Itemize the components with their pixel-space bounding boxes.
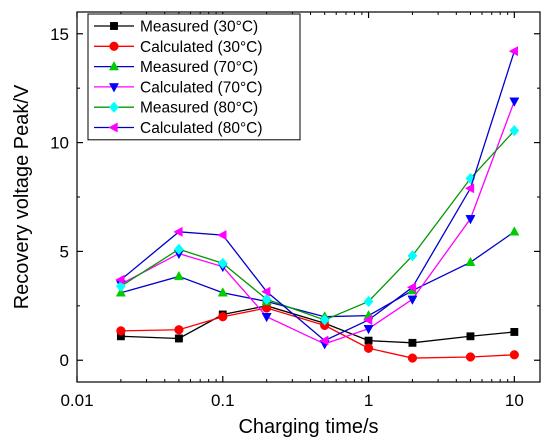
series-1 [116, 301, 519, 347]
data-point [363, 324, 374, 335]
series-6 [115, 46, 519, 346]
data-point [174, 334, 183, 343]
legend-marker [110, 22, 118, 30]
x-axis-title: Charging time/s [238, 416, 378, 438]
legend-item: Calculated (80°C) [94, 120, 263, 137]
data-point [173, 226, 183, 237]
y-tick-label: 15 [50, 25, 69, 44]
data-point [173, 243, 184, 255]
data-point [218, 312, 228, 322]
legend-label: Measured (70°C) [140, 59, 258, 76]
legend-marker [108, 122, 118, 133]
data-point [115, 280, 126, 292]
data-point [509, 350, 519, 360]
data-point [464, 183, 475, 194]
data-point [217, 257, 228, 270]
data-point [465, 352, 476, 362]
series-5 [115, 124, 520, 326]
series-3 [115, 226, 520, 321]
legend-item: Measured (80°C) [94, 100, 258, 117]
data-point [465, 256, 476, 266]
data-point [407, 353, 418, 363]
data-point [406, 282, 417, 293]
legend-marker [109, 41, 119, 51]
legend-item: Calculated (70°C) [94, 79, 263, 96]
data-point [509, 124, 520, 137]
legend-label: Calculated (80°C) [140, 120, 263, 137]
series-2 [116, 303, 519, 363]
y-axis-title: Recovery voltage Peak/V [11, 84, 33, 309]
y-tick-label: 10 [50, 134, 69, 153]
data-point [261, 313, 272, 323]
data-point [261, 286, 271, 297]
data-point [115, 274, 125, 285]
x-tick-label: 10 [505, 391, 524, 410]
data-point [509, 97, 520, 107]
y-tick-label: 0 [60, 351, 69, 370]
legend-marker [108, 83, 120, 93]
legend-label: Measured (80°C) [140, 100, 258, 117]
x-tick-label: 1 [364, 391, 373, 410]
plot-marks [115, 46, 520, 363]
legend-label: Calculated (30°C) [140, 39, 263, 56]
x-tick-label: 0.01 [60, 391, 93, 410]
data-point [465, 215, 476, 225]
data-point [217, 287, 228, 297]
data-point [363, 295, 374, 308]
legend-marker [109, 101, 119, 113]
legend-box [87, 13, 301, 141]
data-point [217, 230, 227, 241]
data-point [261, 293, 272, 305]
data-point [466, 332, 475, 341]
legend-label: Measured (30°C) [140, 19, 258, 36]
data-point [319, 335, 329, 346]
data-point [508, 46, 519, 57]
data-point [362, 314, 373, 325]
legend-marker [108, 61, 120, 71]
data-point [509, 226, 520, 236]
series-line [120, 130, 515, 321]
data-point [510, 328, 519, 336]
data-point [116, 326, 126, 336]
data-point [407, 295, 418, 305]
legend: Measured (30°C) Calculated (30°C) Measured… [87, 13, 301, 141]
x-tick-label: 0.1 [211, 391, 235, 410]
data-point [173, 270, 184, 281]
data-point [115, 287, 126, 297]
legend-item: Calculated (30°C) [94, 39, 263, 56]
data-point [363, 343, 374, 353]
data-point [407, 250, 418, 262]
data-point [319, 314, 330, 326]
data-point [364, 336, 373, 345]
data-point [174, 325, 184, 335]
legend-item: Measured (70°C) [94, 59, 258, 76]
legend-label: Calculated (70°C) [140, 79, 263, 96]
data-point [408, 338, 417, 347]
legend-item: Measured (30°C) [94, 19, 258, 36]
y-tick-label: 5 [60, 242, 69, 261]
